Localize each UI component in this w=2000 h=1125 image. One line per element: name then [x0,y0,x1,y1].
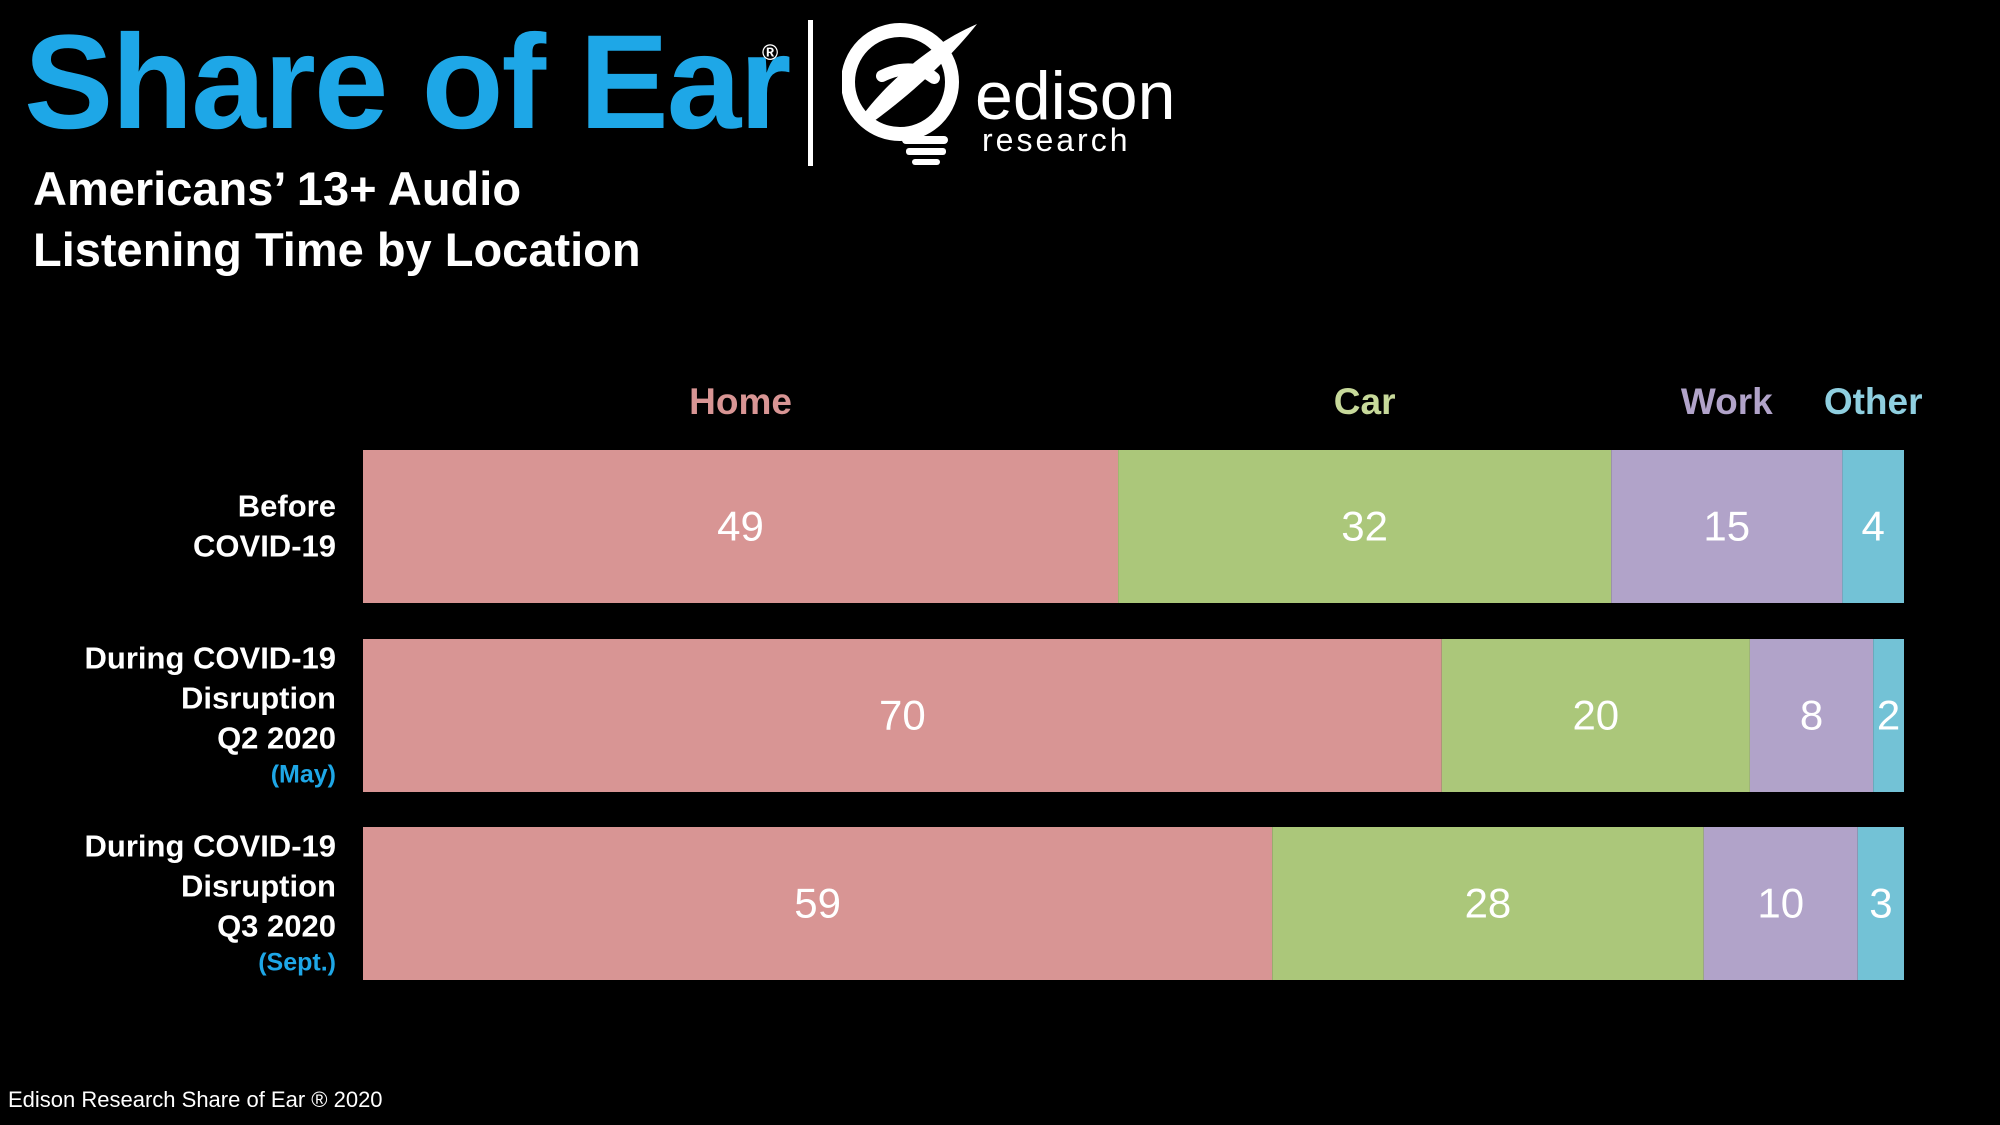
edison-lightbulb-logo-icon [842,23,977,165]
category-label-2-line-2: Disruption [181,681,336,716]
legend-label-car: Car [1334,381,1396,422]
data-label-other-2: 2 [1877,692,1900,739]
data-label-work-3: 10 [1757,880,1804,927]
data-label-car-1: 32 [1341,503,1388,550]
data-label-work-2: 8 [1800,692,1823,739]
data-label-other-1: 4 [1862,503,1885,550]
category-label-3-line-2: Disruption [181,869,336,904]
bar-car-3 [1272,827,1704,980]
bar-other-3 [1857,827,1904,980]
data-label-other-3: 3 [1869,880,1892,927]
bar-work-2 [1749,639,1874,792]
bar-other-2 [1873,639,1904,792]
subtitle-line-2: Listening Time by Location [33,223,641,276]
data-label-home-1: 49 [717,503,764,550]
data-label-car-3: 28 [1465,880,1512,927]
category-note-3: (Sept.) [258,949,336,977]
bar-car-1 [1118,450,1612,603]
data-label-home-2: 70 [879,692,926,739]
bar-other-1 [1842,450,1904,603]
registered-mark: ® [762,40,779,65]
data-label-home-3: 59 [794,880,841,927]
category-label-1-line-2: COVID-19 [193,529,336,564]
bar-home-2 [363,639,1442,792]
bar-work-1 [1611,450,1843,603]
data-label-car-2: 20 [1572,692,1619,739]
category-label-1-line-1: Before [238,489,336,524]
bar-work-3 [1703,827,1858,980]
category-label-2-line-3: Q2 2020 [217,721,336,756]
brand-divider [808,20,813,166]
bar-car-2 [1441,639,1750,792]
logo-wordmark: edison [975,58,1176,134]
category-note-2: (May) [271,761,336,789]
footer-credit: Edison Research Share of Ear ® 2020 [8,1087,383,1112]
logo-subword: research [982,122,1131,158]
bar-home-3 [363,827,1273,980]
legend-label-home: Home [689,381,792,422]
legend-label-work: Work [1681,381,1773,422]
brand-title: Share of Ear [24,16,791,150]
bar-home-1 [363,450,1119,603]
category-label-3-line-3: Q3 2020 [217,909,336,944]
chart-subtitle: Americans’ 13+ Audio Listening Time by L… [33,158,641,280]
brand-title-text: Share of Ear [24,8,791,157]
category-label-3-line-1: During COVID-19 [85,829,336,864]
category-label-2-line-1: During COVID-19 [85,641,336,676]
legend-label-other: Other [1824,381,1923,422]
data-label-work-1: 15 [1703,503,1750,550]
subtitle-line-1: Americans’ 13+ Audio [33,162,522,215]
